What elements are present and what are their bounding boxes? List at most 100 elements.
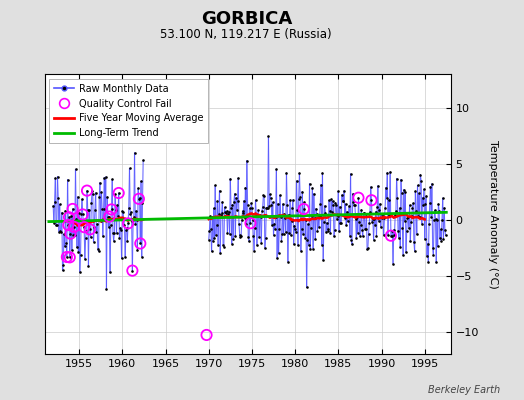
Point (112, 230, 121, 236)
Point (324, 228, 332, 234)
Point (406, 202, 414, 208)
Point (87, 199, 95, 206)
Point (396, 243, 405, 250)
Point (218, 199, 226, 205)
Point (425, 221, 433, 228)
Point (79, 211, 87, 218)
Point (255, 234, 263, 240)
Point (423, 240, 432, 247)
Point (84, 263, 93, 270)
Point (57, 228, 66, 235)
Point (232, 195, 241, 201)
Point (110, 229, 118, 236)
Point (439, 236, 447, 243)
Point (124, 220, 132, 226)
Point (331, 227, 339, 234)
Point (246, 220, 255, 226)
Point (118, 208, 126, 214)
Point (318, 170, 326, 176)
Point (224, 210, 232, 217)
Point (432, 259, 441, 266)
Point (77, 252, 85, 258)
Point (429, 252, 438, 258)
Point (383, 170, 391, 176)
Point (303, 237, 312, 244)
Point (102, 286, 111, 293)
Point (313, 228, 322, 234)
Point (348, 191, 357, 197)
Point (416, 172, 424, 178)
Point (314, 214, 322, 220)
Point (86, 226, 94, 232)
Point (312, 211, 321, 218)
Point (389, 260, 397, 267)
Point (139, 157, 147, 163)
Point (346, 233, 354, 239)
Point (379, 232, 388, 238)
Point (56, 228, 64, 235)
Point (406, 238, 414, 244)
Point (387, 232, 395, 239)
Point (378, 215, 386, 222)
Point (246, 205, 254, 212)
Point (429, 245, 437, 251)
Point (261, 235, 270, 242)
Point (58, 209, 66, 216)
Point (323, 220, 331, 226)
Point (233, 198, 242, 204)
Point (90, 224, 99, 230)
Point (298, 188, 307, 195)
Point (343, 208, 351, 215)
Point (431, 207, 439, 214)
Point (282, 170, 291, 176)
Point (437, 238, 445, 244)
Point (400, 218, 409, 224)
Point (60, 243, 69, 250)
Point (310, 215, 319, 222)
Point (302, 284, 311, 291)
Point (441, 226, 449, 233)
Point (270, 220, 278, 227)
Point (285, 229, 293, 236)
Point (63, 254, 71, 260)
Point (405, 225, 413, 231)
Point (272, 166, 280, 172)
Point (245, 238, 253, 244)
Point (410, 248, 419, 254)
Point (82, 228, 91, 235)
Point (66, 254, 74, 260)
Point (371, 222, 379, 228)
Point (212, 222, 221, 228)
Point (106, 269, 114, 276)
Point (256, 214, 265, 220)
Point (61, 207, 70, 214)
Point (285, 211, 293, 218)
Point (433, 217, 441, 224)
Point (294, 196, 303, 202)
Point (364, 230, 373, 237)
Point (50, 198, 59, 205)
Point (269, 232, 278, 238)
Point (356, 233, 364, 239)
Point (408, 204, 417, 211)
Point (289, 241, 298, 247)
Point (252, 197, 260, 204)
Point (292, 178, 301, 184)
Point (383, 195, 391, 201)
Point (403, 215, 412, 222)
Point (135, 194, 144, 201)
Point (386, 169, 395, 175)
Point (254, 212, 262, 218)
Point (309, 246, 318, 252)
Point (402, 228, 411, 234)
Point (210, 205, 218, 212)
Point (352, 234, 361, 241)
Point (236, 234, 245, 241)
Point (372, 233, 380, 239)
Point (136, 240, 145, 247)
Point (211, 182, 220, 189)
Point (300, 206, 308, 212)
Point (81, 256, 89, 262)
Point (264, 204, 272, 211)
Point (241, 215, 249, 222)
